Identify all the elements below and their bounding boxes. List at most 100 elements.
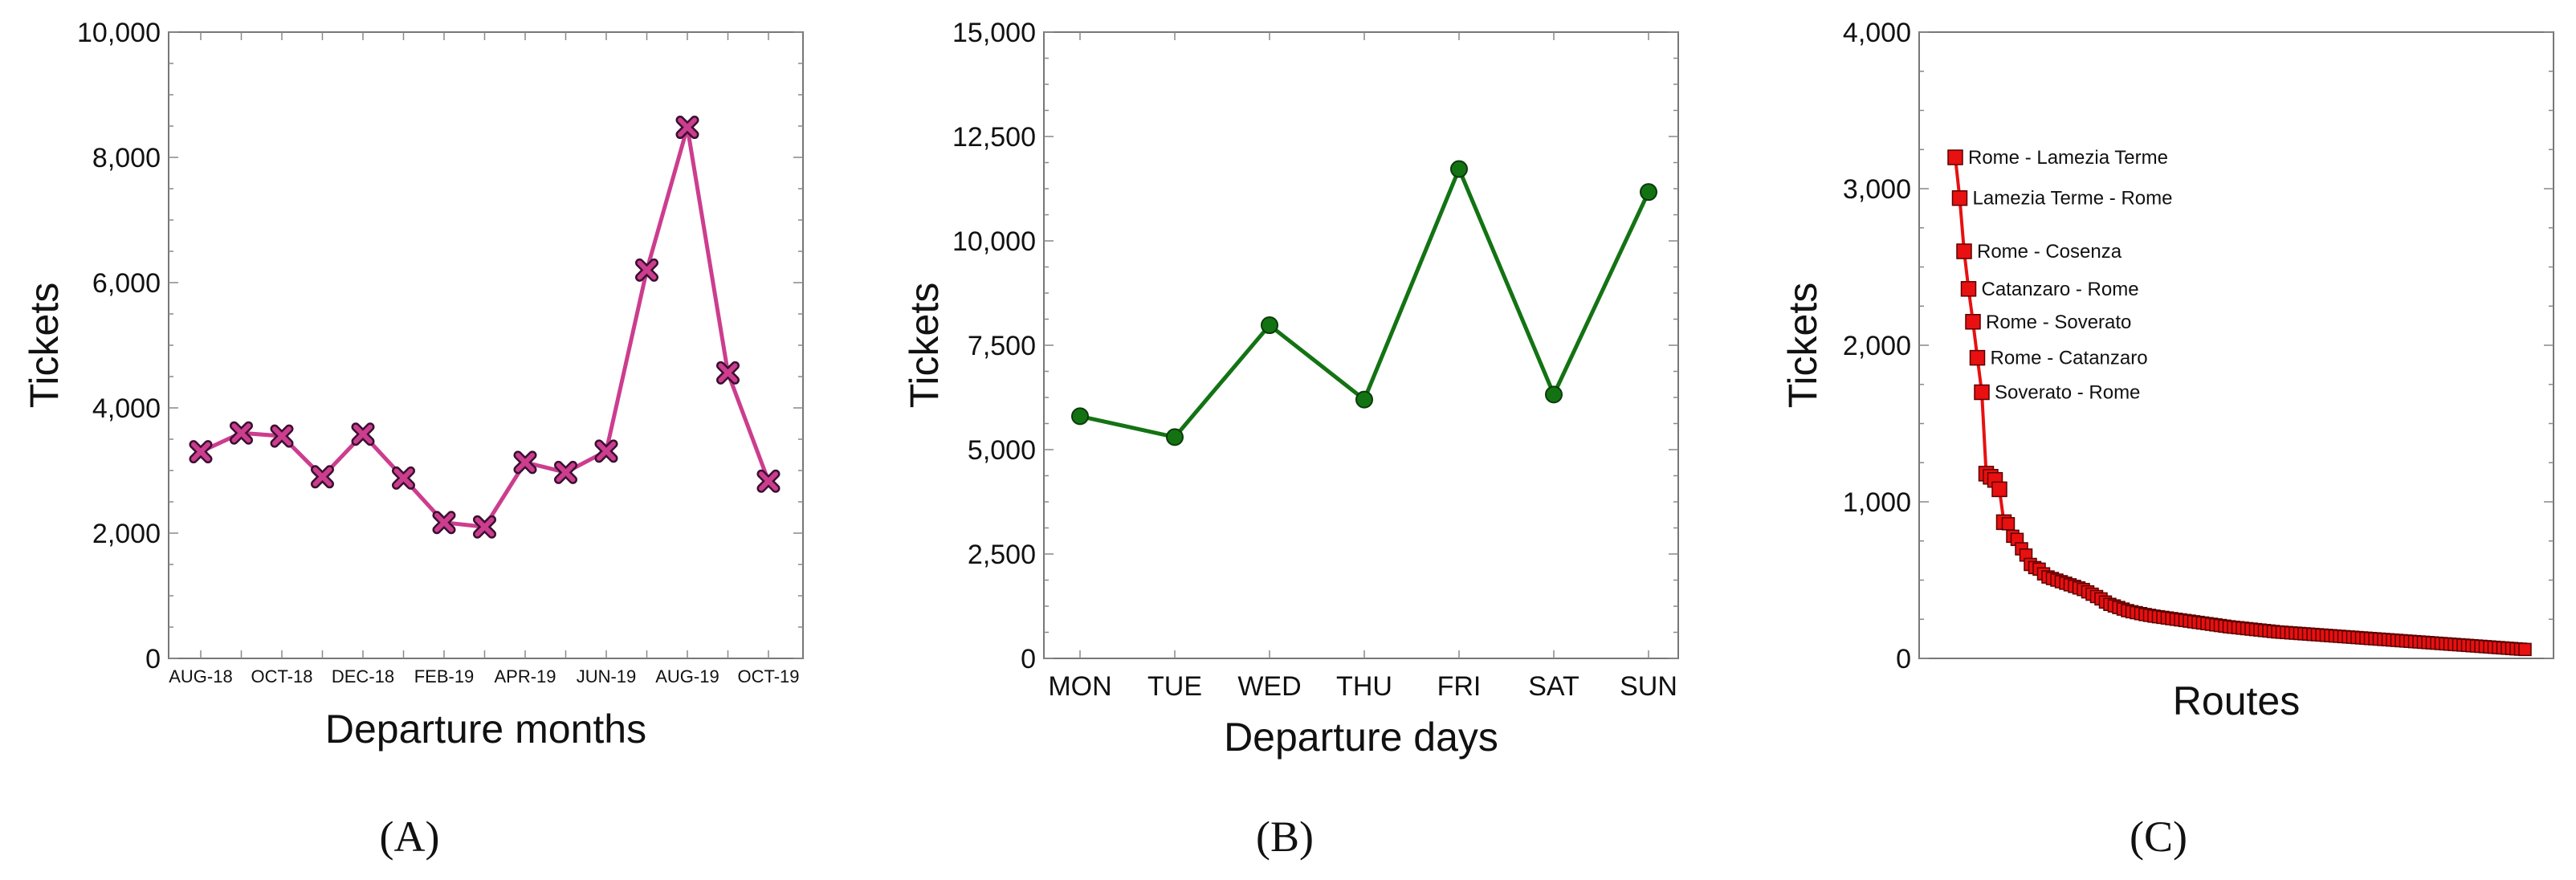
y-axis-title: Tickets	[902, 283, 947, 409]
y-axis-title: Tickets	[1780, 283, 1825, 409]
x-tick-label: MON	[1048, 671, 1111, 702]
data-point	[513, 450, 537, 475]
y-tick-label: 4,000	[92, 393, 161, 424]
x-tick-label: AUG-18	[169, 666, 232, 686]
panel-label: (A)	[380, 813, 440, 861]
x-tick-label: JUN-19	[577, 666, 637, 686]
data-point	[392, 466, 415, 490]
data-point	[756, 469, 781, 493]
data-point	[351, 422, 375, 446]
plot-frame	[168, 31, 804, 659]
data-point	[1974, 384, 1990, 401]
y-tick-label: 5,000	[968, 435, 1036, 466]
data-point	[554, 460, 577, 484]
data-point-fill	[718, 363, 738, 383]
data-point	[635, 258, 658, 282]
y-tick-label: 1,000	[1843, 487, 1911, 518]
data-point	[1261, 316, 1278, 335]
data-point-fill	[312, 466, 332, 487]
data-point-fill	[678, 117, 697, 137]
data-point	[1071, 407, 1089, 426]
series-line	[199, 126, 771, 529]
route-annotation: Lamezia Terme - Rome	[1973, 188, 2173, 210]
y-tick-label: 0	[1896, 644, 1911, 674]
data-point	[189, 440, 213, 464]
data-point	[716, 361, 740, 385]
data-point	[1969, 349, 1986, 366]
x-tick-label: FRI	[1437, 671, 1482, 702]
data-point	[2518, 642, 2532, 657]
x-axis-title: Departure months	[325, 707, 646, 752]
x-axis-title: Departure days	[1224, 715, 1498, 760]
x-tick-label: SUN	[1620, 671, 1677, 702]
data-point	[1545, 385, 1563, 404]
data-point	[1951, 189, 1968, 206]
chart-panel-b: 0 2,500 5,000 7,500 10,000 12,500 15,000 Ticket…	[902, 18, 1679, 861]
data-point-fill	[637, 260, 657, 280]
panel-label: (C)	[2130, 813, 2187, 861]
data-point	[1960, 281, 1977, 297]
route-annotation: Rome - Cosenza	[1977, 241, 2122, 263]
plot-frame	[1043, 31, 1679, 659]
y-tick-label: 10,000	[952, 226, 1036, 257]
route-annotation: Soverato - Rome	[1995, 382, 2140, 404]
data-point-fill	[353, 424, 373, 444]
data-point	[1166, 428, 1184, 446]
panel-label: (B)	[1256, 813, 1314, 861]
chart-panel-c: 0 1,000 2,000 3,000 4,000 Tickets Routes (C) Rom…	[1780, 18, 2554, 861]
data-point	[2001, 517, 2016, 531]
data-point	[1956, 243, 1972, 259]
x-tick-label: DEC-18	[332, 666, 394, 686]
route-annotation: Rome - Catanzaro	[1991, 348, 2148, 369]
chart-panel-a: 0 2,000 4,000 6,000 8,000 10,000 Tickets Depart…	[22, 18, 804, 861]
data-point	[1640, 183, 1657, 202]
x-tick-label: AUG-19	[655, 666, 719, 686]
y-tick-label: 2,000	[1843, 331, 1911, 361]
data-point	[1991, 481, 2007, 498]
y-tick-label: 2,000	[92, 519, 161, 549]
route-annotation: Rome - Lamezia Terme	[1968, 147, 2168, 169]
data-point-fill	[272, 426, 291, 446]
x-tick-label: OCT-18	[251, 666, 312, 686]
y-tick-label: 6,000	[92, 268, 161, 299]
data-point	[1355, 390, 1373, 409]
y-tick-label: 0	[1021, 644, 1036, 674]
data-point-fill	[231, 423, 251, 443]
data-point	[675, 116, 699, 140]
data-point-fill	[191, 442, 210, 462]
x-tick-label: OCT-19	[737, 666, 799, 686]
x-tick-label: THU	[1336, 671, 1392, 702]
data-point	[1965, 314, 1981, 330]
y-tick-label: 0	[145, 644, 161, 674]
route-annotation: Catanzaro - Rome	[1982, 279, 2139, 300]
x-tick-label: APR-19	[494, 666, 556, 686]
data-point	[270, 424, 294, 448]
y-tick-label: 4,000	[1843, 18, 1911, 48]
x-axis-title: Routes	[2173, 678, 2300, 723]
data-point	[230, 421, 253, 445]
data-point	[1450, 160, 1468, 178]
data-point	[473, 515, 496, 539]
data-point-fill	[759, 471, 778, 491]
data-point-fill	[516, 452, 535, 472]
y-tick-label: 12,500	[952, 122, 1036, 153]
data-point-fill	[434, 512, 454, 532]
data-point-fill	[393, 468, 414, 488]
data-point	[432, 511, 456, 535]
y-tick-label: 15,000	[952, 18, 1036, 48]
x-tick-label: TUE	[1147, 671, 1202, 702]
x-tick-label: SAT	[1528, 671, 1579, 702]
y-tick-label: 3,000	[1843, 174, 1911, 205]
route-annotation: Rome - Soverato	[1986, 312, 2131, 333]
data-point-fill	[475, 517, 495, 537]
data-point-fill	[556, 462, 576, 483]
y-tick-label: 2,500	[968, 540, 1036, 570]
data-point	[311, 465, 334, 489]
y-tick-label: 7,500	[968, 331, 1036, 361]
plot-frame	[1918, 31, 2554, 659]
y-tick-label: 10,000	[77, 18, 161, 48]
x-tick-label: WED	[1237, 671, 1301, 702]
y-axis-title: Tickets	[22, 283, 67, 409]
x-tick-label: FEB-19	[414, 666, 475, 686]
